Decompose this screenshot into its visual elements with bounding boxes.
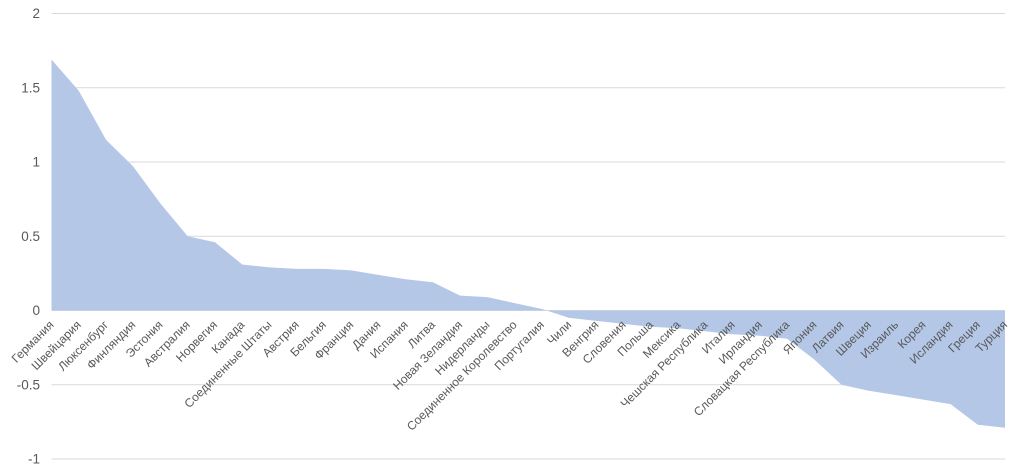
y-tick-label: 1.5 (21, 80, 40, 95)
area-series (51, 59, 1005, 428)
y-tick-label: -0.5 (17, 377, 40, 392)
y-tick-label: 1 (32, 155, 40, 170)
y-tick-label: 0 (32, 303, 40, 318)
y-tick-label: -1 (28, 452, 40, 467)
y-tick-label: 0.5 (21, 229, 40, 244)
y-tick-label: 2 (32, 6, 40, 21)
